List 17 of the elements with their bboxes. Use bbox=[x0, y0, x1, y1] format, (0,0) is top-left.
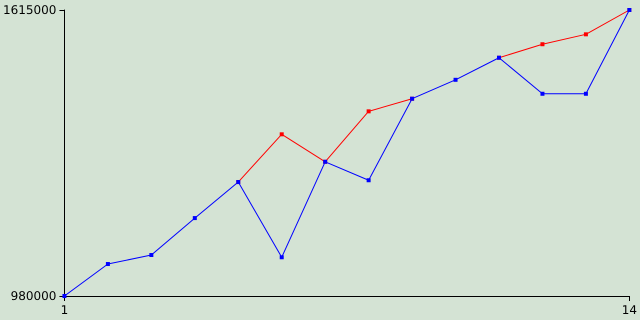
point bbox=[62, 294, 66, 298]
x-tick-label: 1 bbox=[60, 303, 68, 317]
point bbox=[540, 42, 544, 46]
point bbox=[366, 178, 371, 182]
point bbox=[584, 92, 588, 96]
y-tick-label: 980000 bbox=[10, 289, 56, 303]
point bbox=[280, 132, 284, 136]
point bbox=[149, 253, 154, 258]
point bbox=[584, 32, 588, 36]
point bbox=[280, 255, 284, 260]
point bbox=[192, 216, 197, 220]
point bbox=[454, 78, 458, 82]
point bbox=[540, 92, 544, 96]
point bbox=[106, 262, 110, 266]
y-tick-label: 1615000 bbox=[2, 3, 56, 17]
point bbox=[366, 109, 371, 114]
x-tick-label: 14 bbox=[622, 303, 638, 317]
